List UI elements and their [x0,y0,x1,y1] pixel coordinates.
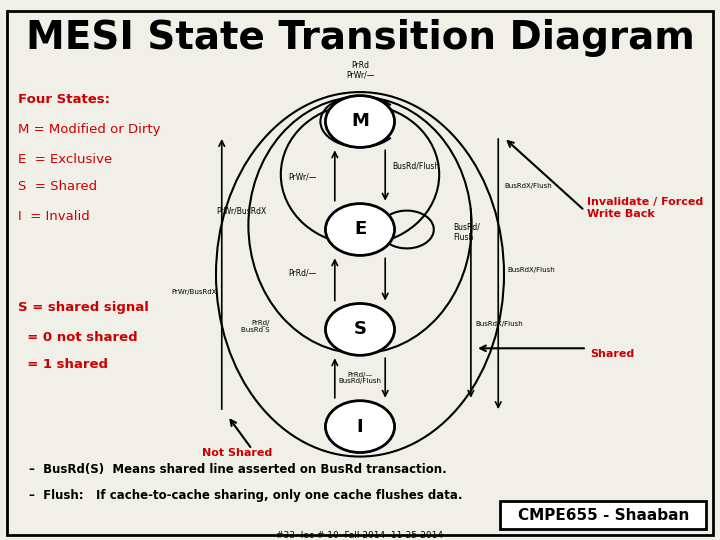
Text: –  Flush:   If cache-to-cache sharing, only one cache flushes data.: – Flush: If cache-to-cache sharing, only… [29,489,462,502]
Text: Shared: Shared [590,349,634,359]
Text: BusRd/
Flush: BusRd/ Flush [454,222,480,242]
Text: –  BusRd(S)  Means shared line asserted on BusRd transaction.: – BusRd(S) Means shared line asserted on… [29,463,446,476]
Text: #33  lec # 10  Fall 2014  11-25-2014: #33 lec # 10 Fall 2014 11-25-2014 [276,531,444,540]
Text: BusRdX/Flush: BusRdX/Flush [504,183,552,190]
Text: PrRd/—
BusRd/Flush: PrRd/— BusRd/Flush [338,372,382,384]
Text: Four States:: Four States: [18,93,110,106]
Text: S = shared signal: S = shared signal [18,301,149,314]
Text: M = Modified or Dirty: M = Modified or Dirty [18,123,161,136]
Text: BusRdX/Flush: BusRdX/Flush [508,267,555,273]
Text: CMPE655 - Shaaban: CMPE655 - Shaaban [518,508,689,523]
Text: PrRd/
(BusRd(S)): PrRd/ (BusRd(S)) [341,416,379,429]
Circle shape [325,401,395,453]
Text: = 0 not shared: = 0 not shared [18,331,138,344]
Text: S  = Shared: S = Shared [18,180,97,193]
Text: E: E [354,220,366,239]
Text: BusRd/Flush: BusRd/Flush [392,161,440,170]
Text: M: M [351,112,369,131]
Text: PrWr/BusRdX: PrWr/BusRdX [171,288,217,295]
Text: PrRd/—: PrRd/— [289,268,317,277]
Text: PrWr/BusRdX: PrWr/BusRdX [216,206,266,215]
Text: BusRdX/Flush: BusRdX/Flush [475,321,523,327]
Text: = 1 shared: = 1 shared [18,358,108,371]
Text: I  = Invalid: I = Invalid [18,210,90,222]
Text: S: S [354,320,366,339]
Circle shape [325,96,395,147]
Text: PrWr/—: PrWr/— [289,173,317,181]
Text: PrRd/
BusRd ̅S: PrRd/ BusRd ̅S [241,320,270,333]
Text: Invalidate / Forced
Write Back: Invalidate / Forced Write Back [587,197,703,219]
Circle shape [325,204,395,255]
Circle shape [325,303,395,355]
Text: Not Shared: Not Shared [202,448,273,457]
FancyBboxPatch shape [500,501,706,529]
Text: I: I [356,417,364,436]
Text: PrRd
PrWr/—: PrRd PrWr/— [346,60,374,80]
Text: MESI State Transition Diagram: MESI State Transition Diagram [26,19,694,57]
Text: E  = Exclusive: E = Exclusive [18,153,112,166]
